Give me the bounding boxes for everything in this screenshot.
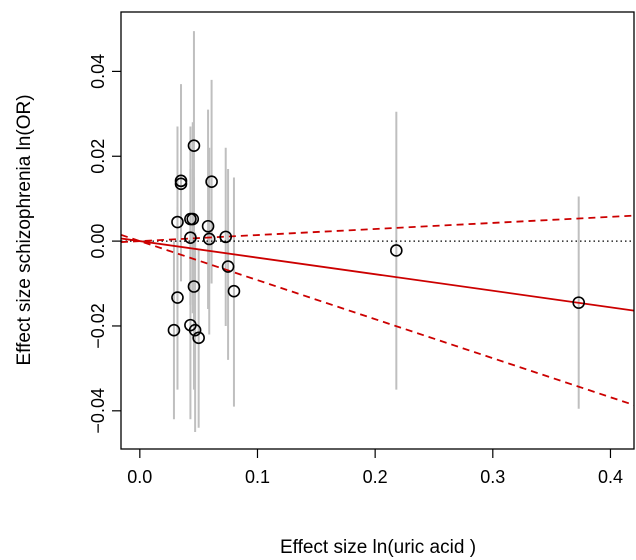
x-tick-label: 0.3 [480,467,505,487]
data-point [184,231,197,245]
y-tick-label: 0.04 [88,54,108,89]
data-point [572,296,585,309]
y-tick-label: 0.00 [88,224,108,259]
y-axis: −0.04 −0.02 0.00 0.02 0.04 [88,54,121,434]
data-point [171,291,184,304]
data-point [205,175,218,189]
data-point [167,323,181,337]
data-point [219,230,233,244]
error-bars [172,31,580,433]
plot-frame [120,11,635,450]
data-point [187,139,201,152]
x-tick-label: 0.1 [245,467,270,487]
data-point [186,212,200,226]
data-point [221,260,235,273]
confidence-lower-line [121,234,634,406]
confidence-upper-line [121,214,634,243]
y-tick-label: −0.04 [88,388,108,434]
data-point [171,215,184,229]
data-point [192,331,205,345]
x-axis: 0.0 0.1 0.2 0.3 0.4 [127,449,623,487]
data-point [201,219,215,233]
x-tick-label: 0.2 [363,467,388,487]
x-tick-label: 0.0 [127,467,152,487]
y-axis-title: Effect size schizophrenia ln(OR) [14,94,35,365]
data-point [187,280,201,293]
data-points [167,139,585,345]
y-tick-label: 0.02 [88,139,108,174]
data-point [227,284,241,298]
data-point [188,323,202,337]
y-tick-label: −0.02 [88,303,108,349]
x-axis-title: Effect size ln(uric acid ) [280,537,476,558]
data-point [174,177,188,191]
regression-fit-line [121,237,634,312]
data-point [390,244,403,257]
x-tick-label: 0.4 [598,467,623,487]
data-point [202,232,216,246]
